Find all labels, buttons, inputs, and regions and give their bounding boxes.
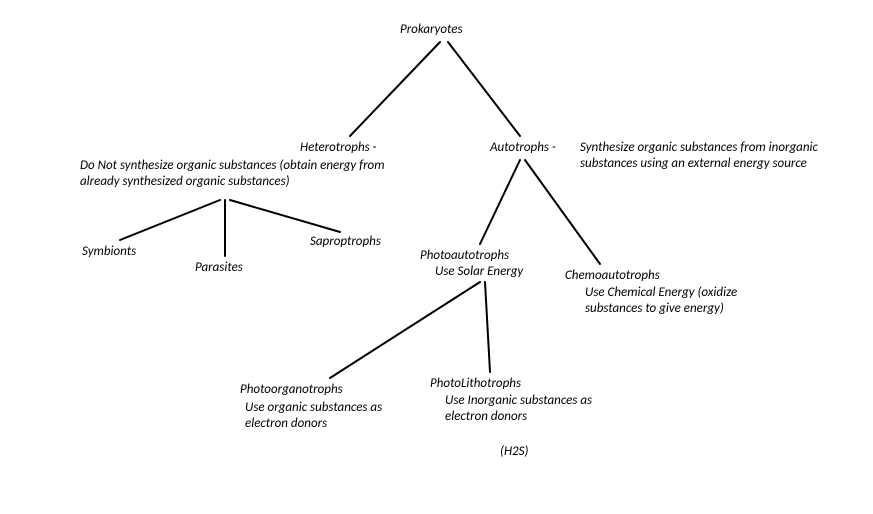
node-heterotrophs-desc: Do Not synthesize organic substances (ob… (80, 158, 410, 191)
node-photolithotrophs-desc: Use Inorganic substances as electron don… (445, 393, 615, 426)
node-parasites: Parasites (195, 260, 243, 276)
node-photoorganotrophs: Photoorganotrophs (240, 382, 343, 398)
node-autotrophs-desc: Synthesize organic substances from inorg… (580, 140, 865, 173)
node-autotrophs: Autotrophs - (490, 140, 556, 156)
node-saprotrophs: Saproptrophs (310, 234, 381, 250)
node-heterotrophs: Heterotrophs - (300, 140, 377, 156)
node-chemoautotrophs-desc: Use Chemical Energy (oxidize substances … (585, 285, 765, 318)
diagram-canvas: Prokaryotes Heterotrophs - Do Not synthe… (0, 0, 873, 514)
node-prokaryotes: Prokaryotes (400, 22, 463, 38)
node-photolithotrophs: PhotoLithotrophs (430, 376, 521, 392)
node-chemoautotrophs: Chemoautotrophs (565, 268, 660, 284)
dash: - (370, 140, 377, 155)
node-heterotrophs-label: Heterotrophs (300, 140, 370, 155)
node-photoautotrophs: Photoautotrophs (420, 248, 509, 264)
node-photolithotrophs-extra: (H2S) (500, 444, 528, 460)
node-symbionts: Symbionts (82, 244, 136, 260)
dash: - (549, 140, 556, 155)
node-autotrophs-label: Autotrophs (490, 140, 549, 155)
node-photoorganotrophs-desc: Use organic substances as electron donor… (245, 400, 415, 433)
